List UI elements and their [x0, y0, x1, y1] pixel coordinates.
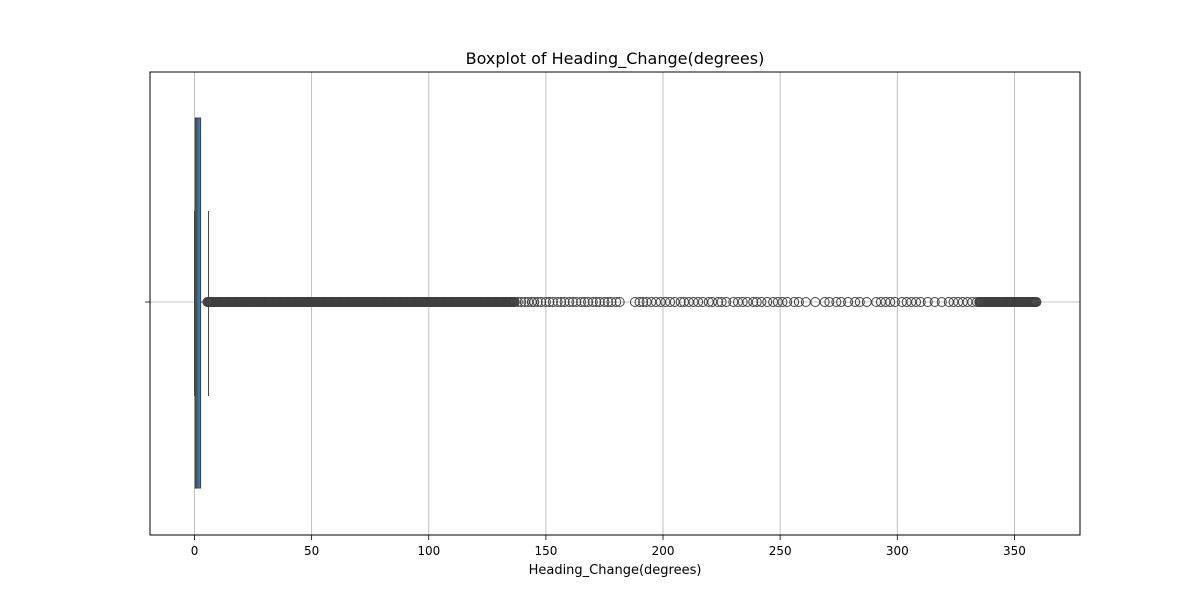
outlier-point: [509, 297, 520, 307]
outlier-point: [638, 297, 649, 307]
outlier-point: [599, 297, 610, 307]
outlier-point: [567, 297, 578, 307]
x-tick-label: 300: [886, 544, 909, 558]
outlier-point: [587, 297, 598, 307]
x-axis-label: Heading_Change(degrees): [529, 563, 702, 578]
x-tick-label: 150: [534, 544, 557, 558]
x-tick-label: 50: [304, 544, 319, 558]
outlier-point: [1031, 297, 1042, 307]
x-tick-label: 250: [769, 544, 792, 558]
outlier-point: [583, 297, 594, 307]
box-plot: [194, 117, 210, 489]
outlier-point: [532, 297, 543, 307]
outlier-point: [889, 297, 900, 307]
x-tick-label: 100: [417, 544, 440, 558]
outlier-point: [737, 297, 748, 307]
x-tick-label: 350: [1003, 544, 1026, 558]
outlier-point: [721, 297, 732, 307]
outlier-point: [614, 297, 625, 307]
outlier-point: [777, 297, 788, 307]
outlier-point: [789, 297, 800, 307]
outlier-point: [512, 297, 523, 307]
outlier-point: [762, 297, 773, 307]
outlier-point: [716, 297, 727, 307]
outlier-point: [915, 297, 926, 307]
outlier-point: [556, 297, 567, 307]
outlier-point: [793, 297, 804, 307]
outlier-point: [544, 297, 555, 307]
outlier-point: [885, 297, 896, 307]
outlier-point: [536, 297, 547, 307]
outlier-point: [591, 297, 602, 307]
outlier-point: [606, 297, 617, 307]
outlier-point: [594, 297, 605, 307]
outlier-point: [564, 297, 575, 307]
outlier-point: [756, 297, 767, 307]
outlier-point: [579, 297, 590, 307]
outlier-point: [693, 297, 704, 307]
x-tick-label: 200: [652, 544, 675, 558]
outlier-point: [529, 297, 540, 307]
outlier-point: [629, 297, 640, 307]
outlier-point: [922, 297, 933, 307]
outlier-point: [782, 297, 793, 307]
x-tick-label: 0: [191, 544, 199, 558]
outlier-point: [819, 297, 830, 307]
outlier-point: [854, 297, 865, 307]
outlier-point: [552, 297, 563, 307]
outlier-point: [602, 297, 613, 307]
outlier-point: [836, 297, 847, 307]
outlier-points: [202, 297, 1042, 307]
outlier-point: [831, 297, 842, 307]
box-iqr: [194, 117, 202, 489]
outlier-point: [929, 297, 940, 307]
plot-frame: [149, 71, 1081, 536]
outlier-point: [571, 297, 582, 307]
outlier-point: [911, 297, 922, 307]
outlier-point: [547, 297, 558, 307]
outlier-point: [824, 297, 835, 307]
outlier-point: [850, 297, 861, 307]
outlier-point: [540, 297, 551, 307]
outlier-point: [634, 297, 645, 307]
outlier-point: [516, 297, 527, 307]
outlier-point: [971, 297, 982, 307]
x-axis-ticks: 0 50 100 150 200 250 300 350: [145, 301, 1026, 558]
outlier-point: [843, 297, 854, 307]
outlier-point: [559, 297, 570, 307]
outlier-point: [675, 297, 686, 307]
outlier-point: [936, 297, 947, 307]
outlier-point: [751, 297, 762, 307]
outlier-point: [713, 297, 724, 307]
outlier-point: [576, 297, 587, 307]
outlier-point: [611, 297, 622, 307]
outlier-point: [967, 297, 978, 307]
outlier-point: [748, 297, 759, 307]
chart-title: Boxplot of Heading_Change(degrees): [466, 49, 765, 69]
outlier-point: [665, 297, 676, 307]
